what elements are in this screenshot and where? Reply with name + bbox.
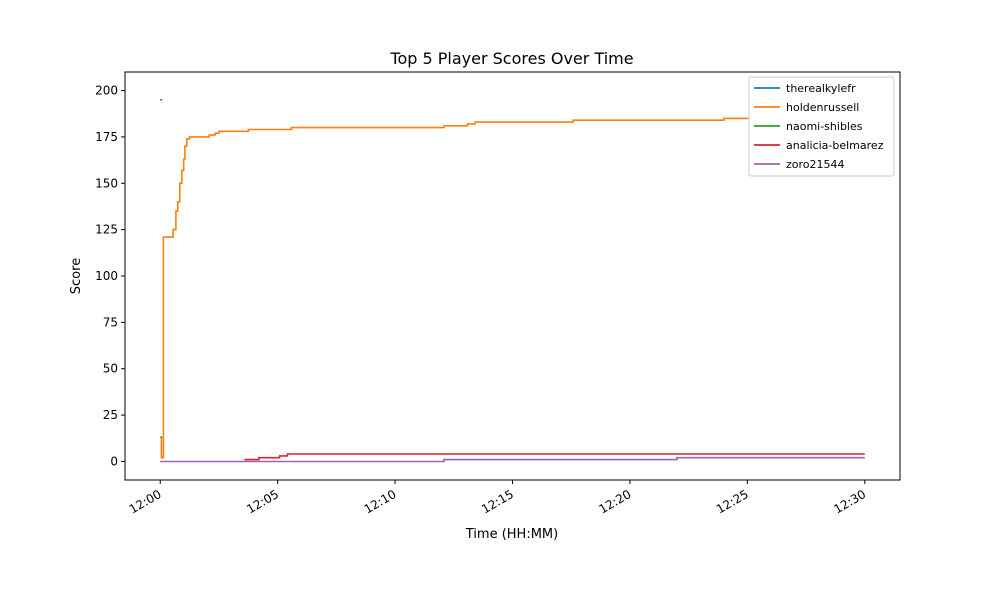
x-tick-label: 12:10 [362, 487, 399, 516]
legend: therealkylefr holdenrussell naomi-shibles a… [748, 76, 895, 177]
x-tick-label: 12:15 [479, 487, 516, 516]
y-tick-label: 175 [95, 130, 118, 144]
series-layer [160, 99, 865, 463]
y-tick-label: 200 [95, 84, 118, 98]
x-tick-label: 12:00 [127, 487, 164, 516]
legend-label-holdenrussell: holdenrussell [786, 101, 859, 114]
legend-label-therealkylefr: therealkylefr [786, 82, 856, 95]
chart-title: Top 5 Player Scores Over Time [389, 49, 633, 68]
y-tick-label: 100 [95, 269, 118, 283]
y-tick-label: 50 [103, 362, 118, 376]
series-line-holdenrussell [160, 117, 750, 459]
x-axis-label: Time (HH:MM) [465, 527, 558, 542]
legend-label-naomi-shibles: naomi-shibles [786, 120, 863, 133]
legend-label-analicia-belmarez: analicia-belmarez [786, 139, 884, 152]
x-tick-label: 12:20 [597, 487, 634, 516]
y-tick-label: 0 [110, 454, 118, 468]
legend-label-zoro21544: zoro21544 [786, 158, 845, 171]
x-axis: 12:00 12:05 12:10 12:15 12:20 12:25 12:30 [127, 480, 868, 516]
y-tick-label: 150 [95, 176, 118, 190]
series-line-zoro21544 [160, 456, 865, 463]
y-tick-label: 125 [95, 223, 118, 237]
series-line-analicia-belmarez [244, 453, 865, 461]
y-tick-label: 75 [103, 315, 118, 329]
x-tick-label: 12:30 [831, 487, 868, 516]
x-tick-label: 12:25 [714, 487, 751, 516]
y-axis-label: Score [69, 258, 84, 294]
x-tick-label: 12:05 [244, 487, 281, 516]
legend-box [748, 76, 895, 177]
y-tick-label: 25 [103, 408, 118, 422]
y-axis: 0 25 50 75 100 125 150 175 200 [95, 84, 125, 468]
